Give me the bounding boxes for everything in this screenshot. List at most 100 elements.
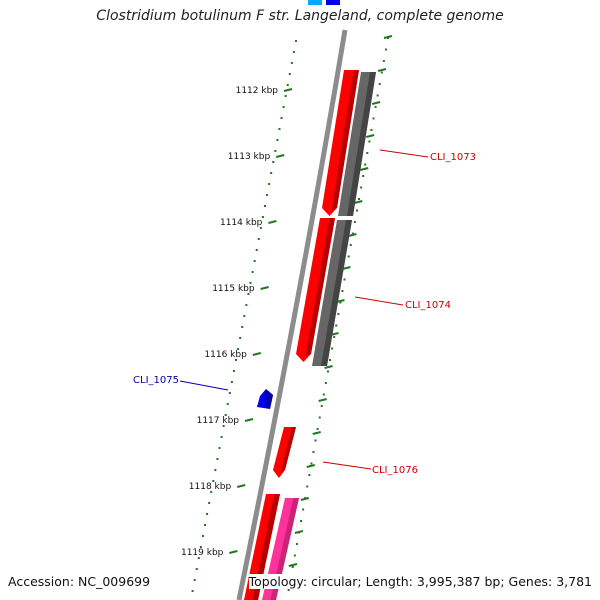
gene-label-CLI_1076[interactable]: CLI_1076 [372,465,418,476]
ruler-dot [320,405,323,407]
ruler-label: 1112 kbp [236,86,279,96]
ruler-major-tick [342,266,351,270]
ruler-dot [288,73,291,75]
ruler-dot [382,60,385,62]
ruler-dot [261,216,264,218]
ruler-dot [290,62,293,64]
ruler-dot [316,428,319,430]
cds-fragment[interactable] [326,0,340,5]
ruler-dot [210,491,213,493]
ruler-major-tick [268,220,277,224]
ruler-dot [214,469,217,471]
ruler-dot [384,48,387,51]
cds-CLI_1075[interactable] [257,389,273,409]
ruler-dot [253,260,256,262]
ruler-dot [197,557,200,559]
ruler-major-tick [324,365,333,369]
accession-text: Accession: NC_009699 [8,574,151,589]
ruler-dot [355,209,358,212]
ruler-dot [372,117,375,120]
ruler-dot [239,337,242,339]
ruler-labels: 1112 kbp 1113 kbp 1114 kbp 1115 kbp 1116 kbp… [181,86,293,558]
ruler-label: 1116 kbp [204,350,247,360]
ruler-dot [333,336,336,338]
ruler-major-tick [348,233,357,237]
ruler-dot [278,128,281,130]
ruler-dot [337,313,340,315]
ruler-label: 1113 kbp [228,152,271,162]
ruler-major-tick [275,154,285,158]
ruler-dot [251,271,254,273]
ruler-dot [306,485,309,488]
gene-callouts: CLI_1073 CLI_1074 CLI_1075 CLI_1076 [133,149,476,476]
ruler-major-tick [288,563,298,567]
ruler-dot [257,238,260,240]
cds-CLI_1073[interactable] [322,70,359,216]
ruler-major-tick [354,200,363,204]
ruler-dot [270,172,273,174]
ruler-label: 1114 kbp [220,218,263,228]
gene-label-CLI_1073[interactable]: CLI_1073 [430,152,476,163]
ruler-dot [314,439,317,442]
ruler-dot [226,403,229,405]
ruler-dot [199,546,202,548]
ruler-dot [280,117,283,119]
ruler-dot [206,513,209,515]
ruler-dot [324,382,327,384]
ruler-dot [347,255,350,258]
ruler-dot [216,458,219,460]
ruler-dot [235,359,238,361]
ruler-label: 1117 kbp [197,416,240,426]
ruler-label: 1118 kbp [189,482,232,492]
ruler-dot [378,83,381,85]
ruler-dot [218,447,221,449]
ruler-major-tick [383,35,393,39]
cds-next[interactable] [244,494,280,600]
ruler-dot [318,416,321,419]
ruler-label: 1119 kbp [181,548,224,558]
callout-line [322,461,372,470]
ruler-dot [286,84,289,86]
ruler-ticks-left [191,40,297,592]
ruler-dot [284,95,287,97]
ruler-dot [380,71,383,74]
cds-CLI_1074[interactable] [296,218,335,362]
ruler-dot [351,232,354,235]
ruler-major-tick [236,484,246,488]
ruler-dot [208,502,211,504]
ruler-dot [193,579,196,581]
ruler-major-tick [252,352,262,356]
ruler-dot [331,347,334,350]
ruler-major-tick [294,530,304,534]
ruler-dot [201,535,204,537]
ruler-major-tick [371,101,381,105]
ruler-dot [255,249,258,251]
ruler-dot [241,326,244,328]
ruler-dot [368,140,371,143]
ruler-dot [259,227,262,229]
ruler-dot [247,293,250,295]
callout-line [354,296,404,306]
ruler-major-tick [229,550,238,554]
ruler-dot [291,566,294,568]
ruler-dot [287,589,290,591]
ruler-major-tick [365,134,375,138]
cds-fragment[interactable] [308,0,322,5]
ruler-dot [339,301,342,304]
ruler-major-tick [283,88,293,92]
ruler-dot [310,462,313,465]
gene-CLI_1073[interactable] [338,72,376,216]
ruler-dot [366,152,369,154]
ruler-dot [376,94,379,97]
ruler-dot [362,175,365,177]
ruler-dot [224,414,227,416]
cds-CLI_1076[interactable] [273,427,296,478]
gene-label-CLI_1075[interactable]: CLI_1075 [133,375,179,386]
ruler-dot [222,425,225,427]
gene-label-CLI_1074[interactable]: CLI_1074 [405,300,451,311]
ruler-dot [245,304,248,306]
ruler-dot [237,348,240,350]
ruler-ticks-right [287,35,393,591]
gene-CLI_1074[interactable] [312,220,352,366]
